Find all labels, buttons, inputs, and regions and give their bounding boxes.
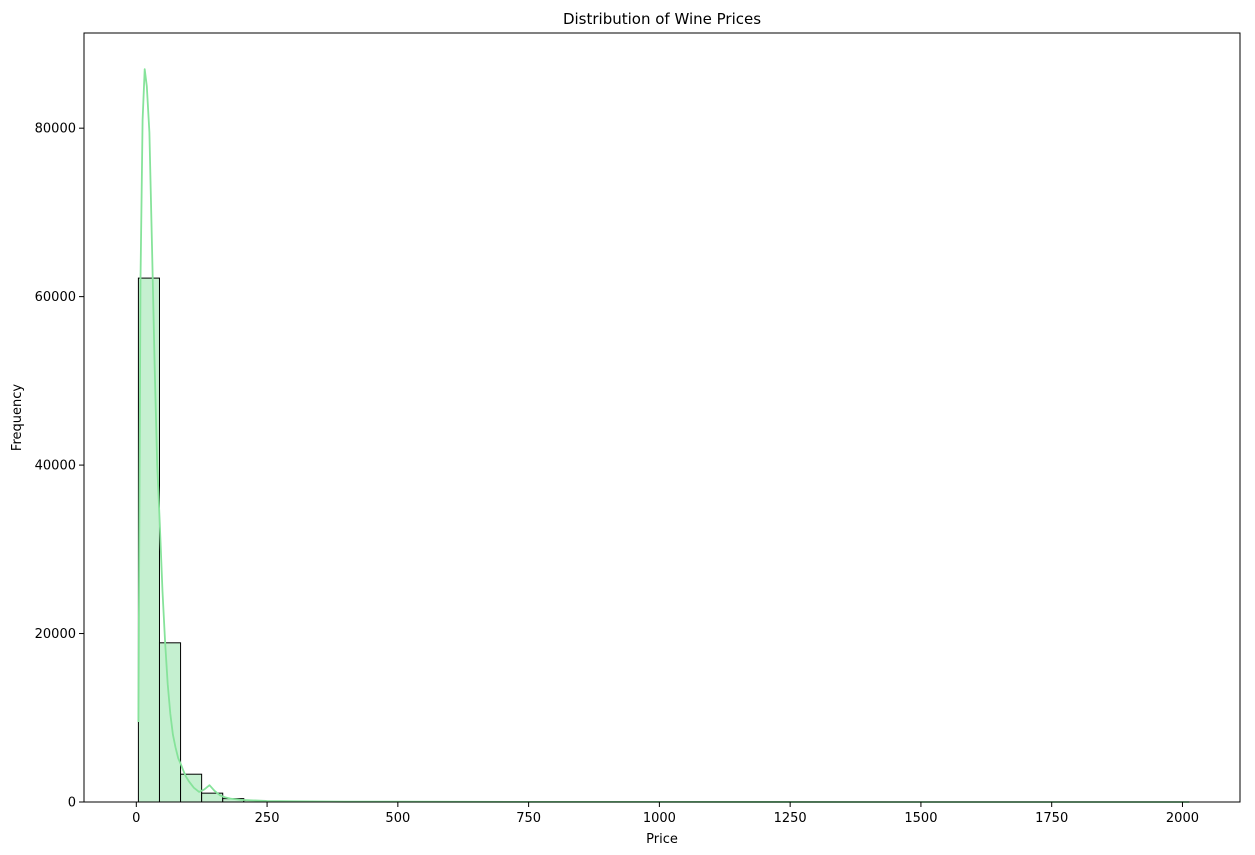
chart-title: Distribution of Wine Prices (563, 10, 761, 28)
x-tick-label: 0 (132, 811, 140, 826)
y-axis: 0 20000 40000 60000 80000 (35, 122, 84, 811)
x-tick-label: 1250 (774, 811, 807, 826)
y-tick-label: 20000 (35, 627, 76, 642)
y-tick-label: 40000 (35, 459, 76, 474)
plot-area (83, 32, 1241, 803)
histogram-bar (137, 277, 160, 803)
x-tick-label: 750 (516, 811, 541, 826)
y-tick-label: 80000 (35, 122, 76, 137)
x-tick-label: 500 (385, 811, 410, 826)
y-tick-label: 0 (68, 796, 76, 811)
x-tick-label: 2000 (1166, 811, 1199, 826)
histogram-bar (158, 642, 182, 803)
histogram-bar (180, 773, 203, 803)
axes-frame (83, 32, 1241, 803)
x-tick-label: 1750 (1035, 811, 1068, 826)
kde-line (137, 68, 1190, 803)
x-axis: 0 250 500 750 1000 1250 1500 1750 2000 (132, 802, 1199, 826)
x-axis-label: Price (646, 832, 678, 847)
x-tick-label: 250 (255, 811, 280, 826)
y-axis-label: Frequency (10, 384, 25, 451)
x-tick-label: 1000 (643, 811, 676, 826)
y-tick-label: 60000 (35, 290, 76, 305)
x-tick-label: 1500 (904, 811, 937, 826)
